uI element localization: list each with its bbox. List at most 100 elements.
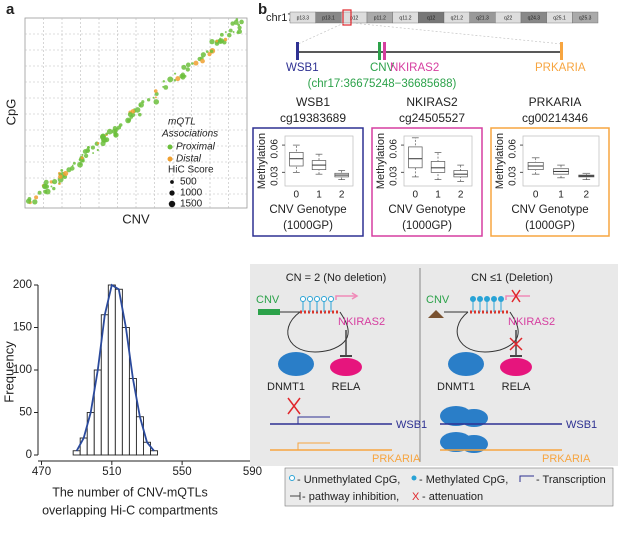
background-dot	[200, 58, 205, 64]
gene-label: PRKARIA	[535, 62, 586, 74]
legend-text: - pathway inhibition,	[302, 491, 399, 503]
band-label: p13.1	[322, 15, 335, 21]
y-axis-label: Frequency	[1, 341, 16, 403]
size-label: 500	[180, 177, 197, 188]
background-dot	[153, 99, 160, 105]
background-dot	[154, 91, 159, 96]
background-dot	[232, 31, 235, 34]
y-tick-label: 50	[19, 407, 32, 419]
legend-symbol	[289, 475, 295, 481]
background-dot	[80, 156, 84, 160]
band	[572, 11, 599, 24]
background-dot	[228, 28, 233, 33]
gene-marker	[383, 42, 386, 60]
gene-label: PRKARIA	[542, 453, 591, 465]
background-dot	[92, 152, 95, 155]
band-label: q25.3	[579, 15, 592, 21]
background-dot	[106, 128, 113, 135]
background-dot	[173, 72, 177, 75]
y-tick-label: 100	[13, 364, 32, 376]
background-dot	[112, 125, 118, 131]
protein-label: RELA	[502, 381, 531, 393]
legend-label: Proximal	[176, 142, 216, 153]
band-label: q21.3	[476, 15, 489, 21]
x-tick-label: 2	[339, 190, 345, 201]
background-dot	[37, 190, 42, 195]
background-dot	[52, 179, 58, 185]
background-dot	[118, 123, 123, 127]
size-legend-title: HiC Score	[168, 165, 214, 176]
background-dot	[209, 49, 214, 53]
background-dot	[127, 112, 133, 117]
x-tick-label: 0	[533, 190, 539, 201]
background-dot	[72, 161, 76, 165]
background-dot	[181, 64, 187, 70]
transcription-arrow	[297, 416, 330, 424]
y-tick-label: 0.06	[270, 139, 281, 159]
size-swatch	[170, 180, 174, 184]
background-dot	[207, 52, 212, 57]
background-dot	[81, 153, 84, 156]
x-axis-label: overlapping Hi-C compartments	[42, 503, 218, 517]
size-swatch	[168, 200, 176, 208]
panel-label: a	[6, 1, 15, 18]
background-dot	[25, 198, 32, 204]
box	[408, 146, 423, 169]
background-dot	[62, 170, 69, 177]
gene-marker	[296, 42, 299, 60]
background-dot	[96, 148, 99, 152]
panel-frame	[252, 127, 364, 237]
size-swatch	[169, 190, 175, 196]
legend-symbol-text: X	[412, 491, 420, 503]
rela-protein	[330, 358, 362, 376]
dna-loop	[444, 311, 519, 353]
attenuation-x	[509, 337, 523, 351]
x-axis-label: (1000GP)	[283, 220, 333, 232]
background-dot	[162, 80, 166, 83]
band-label: p13.3	[297, 15, 310, 21]
background-dot	[81, 159, 85, 163]
y-axis-label: Methylation	[375, 133, 387, 189]
ideogram: p13.3 p13.1 p12 p11.2 q11.2 q12 q21.2 q21.3 q22 q…	[289, 9, 599, 26]
background-dot	[43, 179, 49, 185]
cnv-label: CNV	[256, 294, 280, 306]
plot-frame	[284, 135, 354, 187]
x-axis-label: The number of CNV-mQTLs	[52, 485, 208, 499]
transcription-arrow	[335, 295, 356, 300]
dna-loop	[280, 311, 349, 353]
gene-label: NKIRAS2	[508, 316, 555, 328]
band-label: p11.2	[374, 15, 386, 21]
cnv-block	[258, 309, 280, 315]
gene-label: NKIRAS2	[390, 62, 439, 74]
locus-highlight	[342, 9, 352, 26]
x-axis-label: (1000GP)	[402, 220, 452, 232]
right-diagram: CNV NKIRAS2 RELA DNMT1 WSB1 PRKARIA	[426, 289, 597, 465]
x-tick-label: 2	[458, 190, 464, 201]
background-dot	[236, 31, 240, 34]
gene-label: NKIRAS2	[338, 316, 385, 328]
band-label: q22	[504, 15, 513, 21]
x-tick-label: 1	[316, 190, 322, 201]
background-dot	[237, 25, 242, 30]
background-dot	[227, 32, 232, 38]
panel-label: b	[258, 1, 267, 18]
background-dot	[146, 98, 151, 102]
background-dot	[185, 67, 190, 72]
legend-swatch	[167, 156, 173, 162]
panel-frame	[490, 127, 610, 237]
background-dot	[224, 31, 227, 34]
condition-title: CN ≤1 (Deletion)	[471, 272, 553, 284]
plot-frame	[522, 135, 600, 187]
x-tick-label: 2	[584, 190, 590, 201]
background-dot	[219, 38, 225, 44]
gene-label: WSB1	[566, 419, 597, 431]
background-dot	[58, 174, 63, 179]
gene-label: WSB1	[396, 419, 427, 431]
panel-frame	[371, 127, 483, 237]
zoom-line	[351, 22, 563, 45]
legend-symbol	[290, 492, 301, 500]
background-dot	[175, 76, 181, 82]
background-dot	[90, 145, 95, 150]
dnmt1-protein	[448, 352, 484, 376]
